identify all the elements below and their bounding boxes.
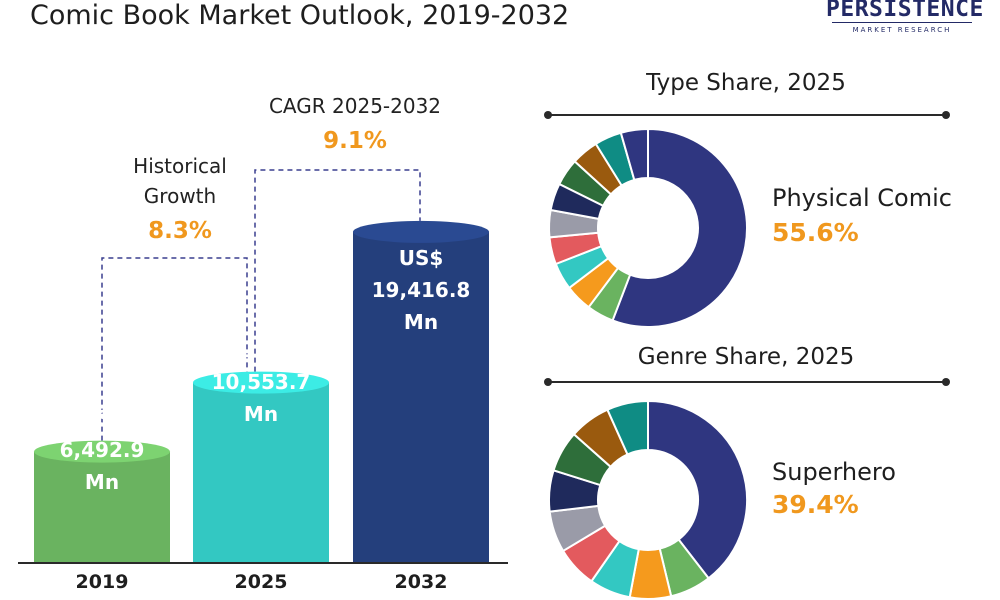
x-tick-2019: 2019 xyxy=(75,571,129,593)
genre-donut-slice-9 xyxy=(606,399,649,456)
bar-2032 xyxy=(353,220,489,563)
type-highlight-label: Physical Comic xyxy=(772,184,952,212)
bar-cap-2025 xyxy=(193,371,329,394)
historical-growth-value: 8.3% xyxy=(148,218,212,244)
bar-cap-2019 xyxy=(34,440,170,463)
genre-highlight-label: Superhero xyxy=(772,458,896,486)
bar-2019-value: 6,492.9 xyxy=(59,438,145,462)
bar-body-2019 xyxy=(34,451,170,562)
type-donut-slice-10 xyxy=(619,127,649,182)
bar-2032-value: 19,416.8 xyxy=(371,278,471,302)
genre-share-title: Genre Share, 2025 xyxy=(637,344,855,370)
logo-subtitle: MARKET RESEARCH xyxy=(852,26,952,34)
genre-share-rule-dot-left xyxy=(544,378,552,386)
bar-2025-currency: US$ xyxy=(238,338,284,362)
page-title: Comic Book Market Outlook, 2019-2032 xyxy=(30,0,570,31)
historical-growth-label-line1: Historical xyxy=(133,154,227,178)
x-tick-2032: 2032 xyxy=(394,571,448,593)
bar-2019-currency: US$ xyxy=(79,406,125,430)
historical-connector xyxy=(101,257,248,441)
type-highlight-value: 55.6% xyxy=(772,218,859,247)
bar-body-2032 xyxy=(353,231,489,563)
type-share-title: Type Share, 2025 xyxy=(646,70,846,96)
logo-wordmark: PERSISTENCE xyxy=(826,0,984,22)
bar-2025 xyxy=(193,371,329,562)
type-donut-slice-0 xyxy=(611,127,748,328)
bar-2032-label: US$ 19,416.8 Mn xyxy=(353,242,489,338)
type-share-rule-dot-left xyxy=(544,111,552,119)
type-share-rule-dot-right xyxy=(942,111,950,119)
x-tick-2025: 2025 xyxy=(234,571,288,593)
bar-2019-label: US$ 6,492.9 Mn xyxy=(34,402,170,498)
logo-divider xyxy=(832,22,972,23)
bar-2025-value: 10,553.7 xyxy=(211,370,311,394)
cagr-value: 9.1% xyxy=(323,128,387,154)
brand-logo: PERSISTENCE MARKET RESEARCH xyxy=(826,0,984,36)
genre-highlight-value: 39.4% xyxy=(772,490,859,519)
bar-2032-currency: US$ xyxy=(398,246,444,270)
bar-2025-unit: Mn xyxy=(243,402,279,426)
bar-cap-2032 xyxy=(353,220,489,243)
bar-2019-unit: Mn xyxy=(84,470,120,494)
bar-2032-unit: Mn xyxy=(403,310,439,334)
cagr-label: CAGR 2025-2032 xyxy=(268,94,442,118)
bar-body-2025 xyxy=(193,382,329,562)
genre-share-rule-dot-right xyxy=(942,378,950,386)
bar-2019 xyxy=(34,440,170,562)
bar-2025-label: US$ 10,553.7 Mn xyxy=(193,334,329,430)
cagr-connector xyxy=(254,169,421,372)
historical-growth-label-line2: Growth xyxy=(143,184,217,208)
genre-donut-slice-0 xyxy=(647,399,748,580)
